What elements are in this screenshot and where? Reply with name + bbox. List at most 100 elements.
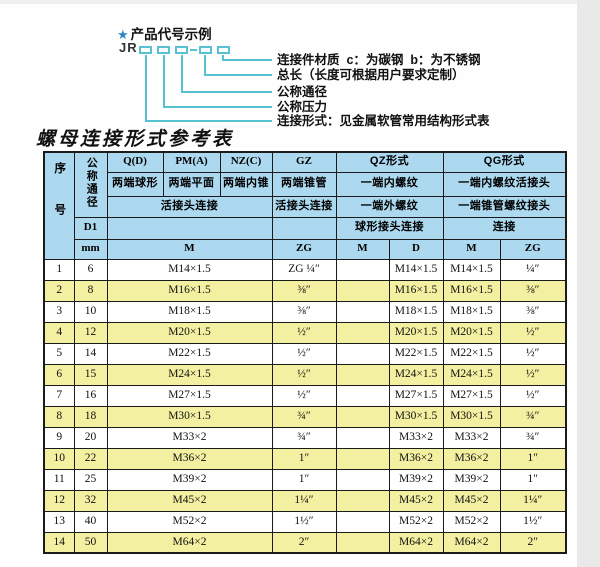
table-cell: M30×1.5: [442, 405, 501, 428]
code-prefix: JR: [119, 40, 138, 55]
table-cell: M33×2: [106, 426, 273, 449]
header-m-span: M: [106, 238, 273, 260]
table-cell: [335, 426, 390, 449]
table-cell: 6: [73, 258, 108, 281]
table-cell: M18×1.5: [106, 300, 273, 323]
table-cell: M45×2: [388, 489, 444, 512]
table-cell: M18×1.5: [442, 300, 501, 323]
table-cell: 32: [73, 489, 108, 512]
scan-edge-top: [0, 0, 600, 4]
table-cell: [335, 405, 390, 428]
header-blank: [271, 216, 337, 240]
table-cell: [335, 510, 390, 533]
table-cell: M22×1.5: [106, 342, 273, 365]
diagram-label-material: 连接件材质 c：为碳钢 b：为不锈钢: [277, 53, 481, 67]
header-qg-m: M: [442, 238, 501, 260]
table-cell: M52×2: [442, 510, 501, 533]
table-cell: M16×1.5: [442, 279, 501, 302]
table-cell: M64×2: [442, 531, 501, 554]
table-cell: [335, 531, 390, 554]
table-cell: M20×1.5: [388, 321, 444, 344]
table-cell: 18: [73, 405, 108, 428]
table-cell: ¾″: [271, 405, 337, 428]
table-cell: ½″: [271, 384, 337, 407]
table-cell: 1½″: [271, 510, 337, 533]
table-cell: ¾″: [499, 426, 567, 449]
table-cell: M18×1.5: [388, 300, 444, 323]
col-header-nz: NZ(C): [219, 151, 273, 173]
table-row: 8 18 M30×1.5 ¾″ M30×1.5 M30×1.5 ¾″: [43, 405, 567, 428]
connector-line: [145, 55, 147, 122]
col-header-q: Q(D): [106, 151, 164, 173]
table-cell: 12: [43, 489, 75, 512]
header-blank: [106, 216, 273, 240]
table-cell: 8: [43, 405, 75, 428]
table-cell: 7: [43, 384, 75, 407]
header-row: mm M ZG M D M ZG: [44, 238, 567, 260]
table-cell: ⅜″: [499, 300, 567, 323]
table-cell: M20×1.5: [106, 321, 273, 344]
table-row: 10 22 M36×2 1″ M36×2 M36×2 1″: [43, 447, 567, 470]
table-cell: M20×1.5: [442, 321, 501, 344]
header-union-connection: 活接头连接: [106, 195, 273, 218]
table-cell: M39×2: [106, 468, 273, 491]
table-cell: 1″: [499, 447, 567, 470]
col-header-pm: PM(A): [162, 151, 221, 173]
table-cell: [335, 489, 390, 512]
connector-line: [145, 120, 272, 122]
table-cell: M27×1.5: [442, 384, 501, 407]
code-box-material: [217, 46, 230, 54]
header-d1: D1: [73, 216, 108, 240]
table-cell: 9: [43, 426, 75, 449]
table-cell: ½″: [499, 384, 567, 407]
col-header-dn: 公称通径: [73, 151, 108, 218]
code-box-length: [199, 46, 212, 54]
header-gz-connection: 活接头连接: [271, 195, 337, 218]
header-qz-d: D: [388, 238, 444, 260]
table-header: 序号 公称通径 Q(D) PM(A) NZ(C) GZ QZ形式 QG形式 两端…: [43, 151, 567, 260]
table-cell: 1: [43, 258, 75, 281]
table-cell: [335, 279, 390, 302]
table-cell: [335, 447, 390, 470]
table-cell: M64×2: [388, 531, 444, 554]
col-header-seq-label: 序号: [53, 162, 66, 246]
table-row: 11 25 M39×2 1″ M39×2 M39×2 1″: [43, 468, 567, 491]
table-cell: 14: [73, 342, 108, 365]
table-cell: 12: [73, 321, 108, 344]
table-cell: 14: [43, 531, 75, 554]
table-cell: M16×1.5: [106, 279, 273, 302]
table-cell: ¾″: [499, 405, 567, 428]
table-cell: 1″: [271, 447, 337, 470]
table-body: 1 6 M14×1.5 ZG ¼″ M14×1.5 M14×1.5 ¼″ 2 8 M16×1.5 ⅜…: [43, 258, 567, 554]
header-qz-m: M: [335, 238, 390, 260]
connector-line: [204, 55, 206, 76]
header-qg-desc1: 一端内螺纹活接头: [442, 171, 567, 197]
table-row: 14 50 M64×2 2″ M64×2 M64×2 2″: [43, 531, 567, 554]
table-cell: M45×2: [442, 489, 501, 512]
connector-line: [181, 91, 272, 93]
table-cell: M24×1.5: [106, 363, 273, 386]
table-cell: ½″: [271, 363, 337, 386]
connector-line: [204, 74, 272, 76]
table-cell: [335, 258, 390, 281]
table-cell: M24×1.5: [442, 363, 501, 386]
col-header-gz: GZ: [271, 151, 337, 173]
header-pm-desc: 两端平面: [162, 171, 221, 197]
table-cell: 50: [73, 531, 108, 554]
table-row: 7 16 M27×1.5 ½″ M27×1.5 M27×1.5 ½″: [43, 384, 567, 407]
table-cell: ½″: [499, 342, 567, 365]
header-qg-desc2: 一端锥管螺纹接头: [442, 195, 567, 218]
table-cell: 2″: [271, 531, 337, 554]
header-qz-desc2: 一端外螺纹: [335, 195, 444, 218]
code-box-pressure: [157, 46, 170, 54]
header-row: 活接头连接 活接头连接 一端外螺纹 一端锥管螺纹接头: [44, 195, 567, 218]
table-cell: 15: [73, 363, 108, 386]
table-cell: ZG ¼″: [271, 258, 337, 281]
table-row: 13 40 M52×2 1½″ M52×2 M52×2 1½″: [43, 510, 567, 533]
header-row: 两端球形 两端平面 两端内锥 两端锥管 一端内螺纹 一端内螺纹活接头: [44, 171, 567, 197]
table-cell: M39×2: [442, 468, 501, 491]
table-cell: M27×1.5: [106, 384, 273, 407]
table-cell: M36×2: [106, 447, 273, 470]
table-cell: M27×1.5: [388, 384, 444, 407]
